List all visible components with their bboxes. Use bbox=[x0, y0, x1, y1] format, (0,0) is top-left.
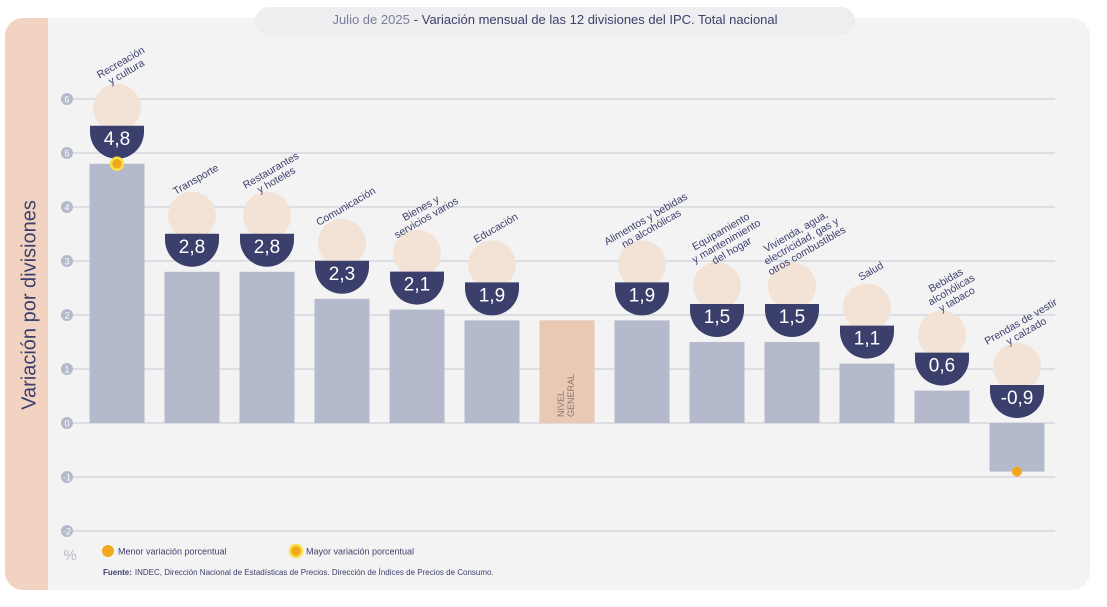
legend-max-marker bbox=[288, 543, 304, 559]
max-marker bbox=[109, 156, 125, 172]
value-label: 1,9 bbox=[479, 285, 505, 306]
tick-badge bbox=[61, 417, 73, 429]
bubble bbox=[90, 125, 144, 159]
tick-badge bbox=[61, 525, 73, 537]
y-tick-label: -1 bbox=[63, 472, 71, 482]
bubble bbox=[315, 260, 369, 294]
title-date: Julio de 2025 bbox=[332, 12, 409, 27]
bar bbox=[539, 320, 595, 423]
icon-backdrop bbox=[393, 229, 441, 278]
icon-backdrop bbox=[468, 240, 516, 289]
y-tick-label: 3 bbox=[64, 256, 69, 266]
y-tick-label: 5 bbox=[64, 148, 69, 158]
y-tick-label: 0 bbox=[64, 418, 69, 428]
tick-badge bbox=[61, 201, 73, 213]
bubble bbox=[240, 233, 294, 267]
source-label: Fuente: bbox=[103, 568, 132, 577]
bar-label-line: GENERAL bbox=[566, 374, 576, 417]
bubble bbox=[465, 282, 519, 316]
bubble bbox=[840, 325, 894, 359]
bar bbox=[839, 363, 895, 423]
icon-backdrop bbox=[843, 283, 891, 332]
icon-backdrop bbox=[993, 343, 1041, 391]
value-label: 1,5 bbox=[779, 307, 805, 328]
y-tick-label: -2 bbox=[63, 526, 71, 536]
icon-backdrop bbox=[918, 310, 966, 359]
title-box bbox=[255, 7, 855, 35]
icon-backdrop bbox=[93, 83, 141, 132]
value-label: 1,1 bbox=[854, 329, 880, 350]
value-label: 1,9 bbox=[629, 285, 655, 306]
icon-backdrop bbox=[168, 191, 216, 240]
value-label: 2,8 bbox=[179, 237, 205, 258]
y-tick-label: 4 bbox=[64, 202, 69, 212]
value-label: 2,3 bbox=[329, 264, 355, 285]
tick-badge bbox=[61, 471, 73, 483]
icon-backdrop bbox=[693, 262, 741, 310]
value-label: 0,6 bbox=[929, 356, 955, 377]
title-text: - Variación mensual de las 12 divisiones… bbox=[414, 12, 778, 27]
tick-badge bbox=[61, 363, 73, 375]
legend-label: Mayor variación porcentual bbox=[306, 546, 414, 556]
value-label: -0,9 bbox=[1001, 388, 1034, 409]
chart-title: Julio de 2025 - Variación mensual de las … bbox=[332, 12, 777, 27]
value-label: 4,8 bbox=[104, 129, 130, 150]
legend-min-marker bbox=[102, 545, 114, 557]
y-axis-label: Variación por divisiones bbox=[18, 200, 40, 410]
bar bbox=[764, 342, 820, 423]
icon-backdrop bbox=[618, 240, 666, 289]
source: Fuente: INDEC, Dirección Nacional de Esta… bbox=[103, 568, 494, 577]
tick-badge bbox=[61, 147, 73, 159]
bubble bbox=[165, 233, 219, 267]
y-tick-label: 1 bbox=[64, 364, 69, 374]
bubble bbox=[615, 282, 669, 316]
icon-backdrop bbox=[243, 191, 291, 240]
tick-badge bbox=[61, 309, 73, 321]
source-text: INDEC, Dirección Nacional de Estadística… bbox=[135, 568, 494, 577]
bar bbox=[389, 309, 445, 423]
y-unit: % bbox=[63, 547, 76, 564]
value-label: 2,8 bbox=[254, 237, 280, 258]
icon-backdrop bbox=[318, 218, 366, 267]
bubble bbox=[915, 352, 969, 386]
min-marker bbox=[1012, 466, 1022, 477]
tick-badge bbox=[61, 93, 73, 105]
bar bbox=[89, 163, 145, 424]
bar bbox=[164, 271, 220, 423]
y-label-band bbox=[5, 18, 48, 590]
card bbox=[5, 18, 1090, 590]
icon-backdrop bbox=[768, 262, 816, 310]
bar bbox=[314, 298, 370, 423]
bubble bbox=[690, 304, 744, 337]
bar bbox=[689, 342, 745, 423]
y-tick-label: 6 bbox=[64, 94, 69, 104]
bubble bbox=[765, 304, 819, 337]
bar-label-line: NIVEL bbox=[556, 391, 566, 417]
bubble bbox=[990, 385, 1044, 418]
bar bbox=[614, 320, 670, 423]
bar bbox=[989, 423, 1045, 472]
value-label: 1,5 bbox=[704, 307, 730, 328]
legend-label: Menor variación porcentual bbox=[118, 546, 227, 556]
y-tick-label: 2 bbox=[64, 310, 69, 320]
bar bbox=[914, 390, 970, 423]
bubble bbox=[390, 271, 444, 305]
bar-label: NIVELGENERAL bbox=[556, 374, 576, 417]
tick-badge bbox=[61, 255, 73, 267]
value-label: 2,1 bbox=[404, 275, 430, 296]
bar bbox=[239, 271, 295, 423]
bar bbox=[464, 320, 520, 423]
